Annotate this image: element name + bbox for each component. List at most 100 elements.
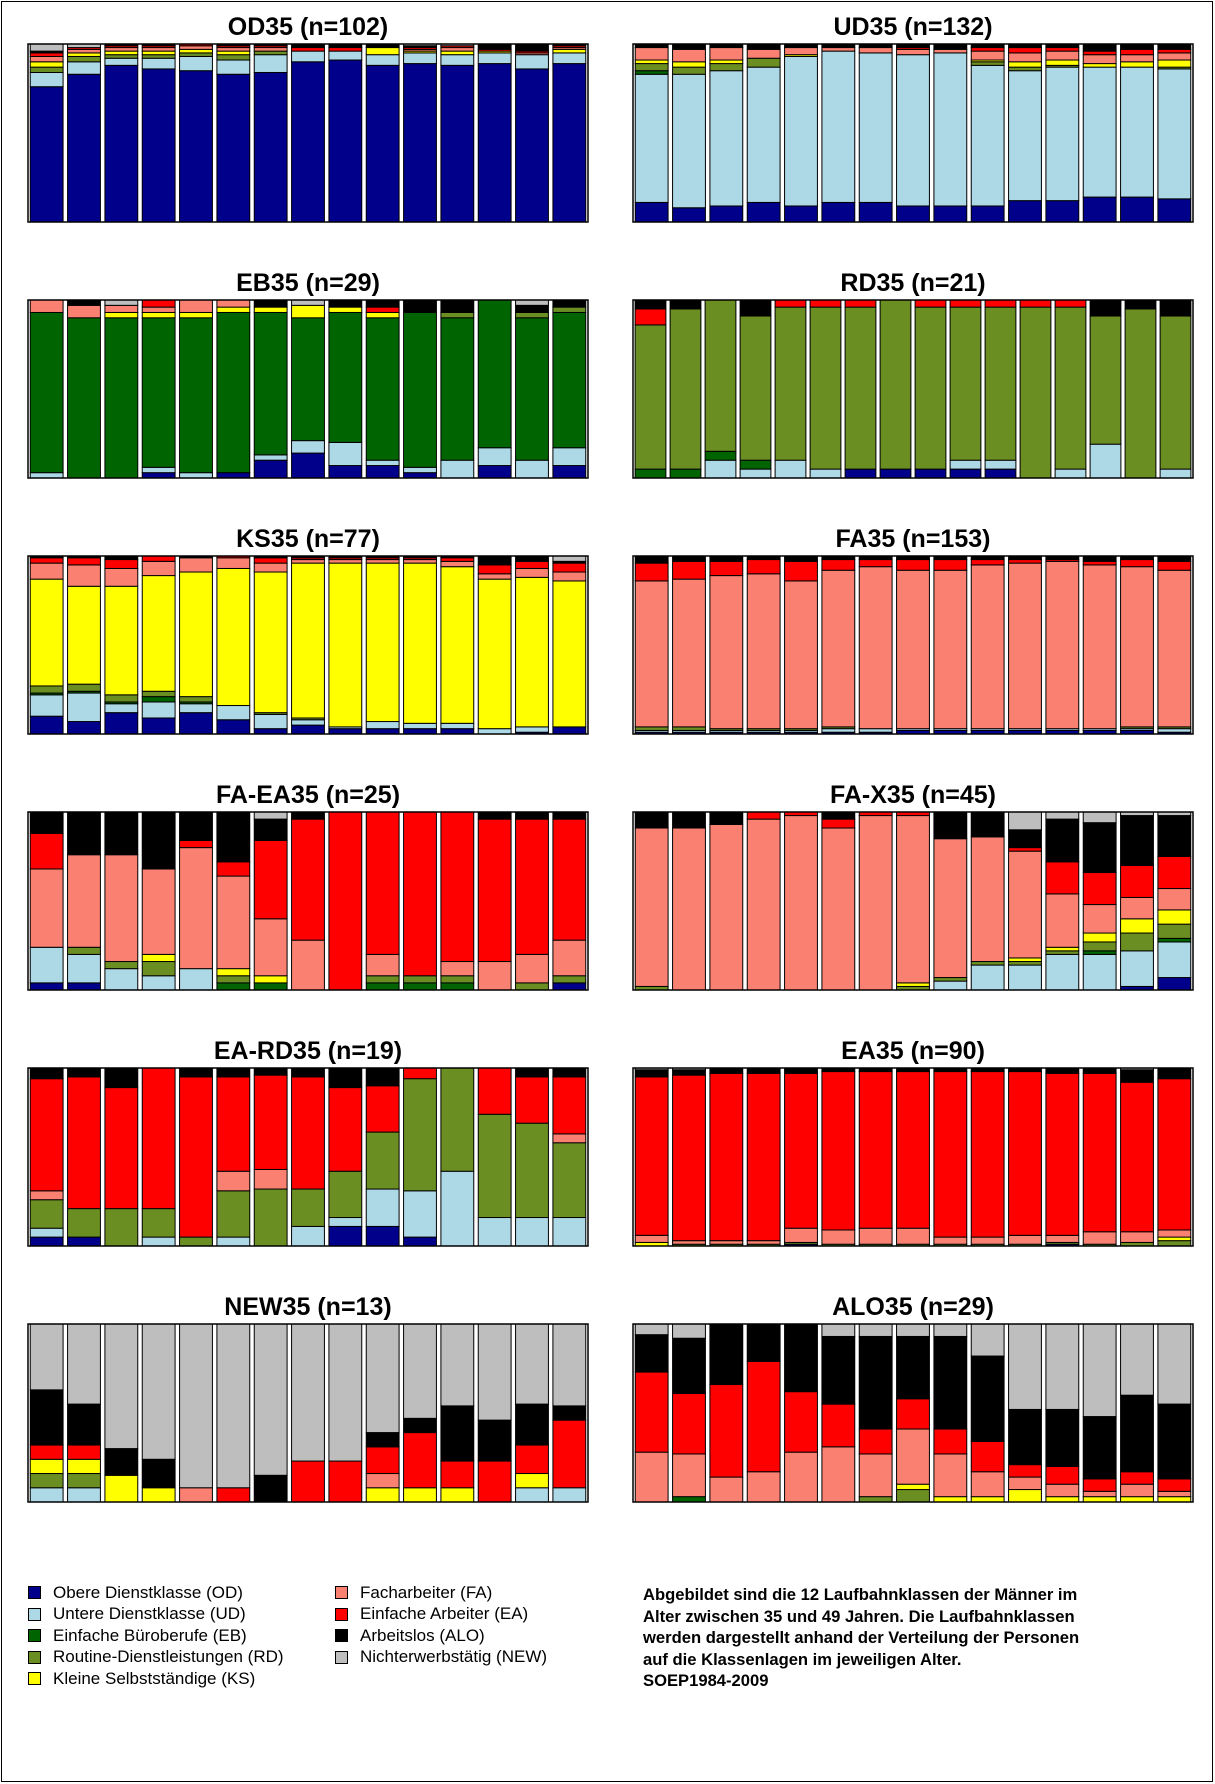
plot-frame (632, 1323, 1194, 1503)
bar-segment-ud (784, 55, 818, 207)
bar-segment-ea (291, 1460, 325, 1503)
bar-segment-ea (634, 1076, 669, 1236)
bar-segment-ea (291, 818, 325, 941)
bar-segment-ud (821, 50, 856, 203)
plot-frame (27, 1323, 589, 1503)
bar-segment-ud (403, 722, 437, 730)
bar-segment-od (141, 472, 176, 479)
bar-segment-ud (216, 705, 251, 721)
bar-segment-ud (933, 980, 968, 991)
bar-segment-new (933, 1323, 968, 1337)
bar-segment-new (403, 1323, 437, 1419)
bar-segment-ea (933, 1071, 968, 1238)
bar-segment-alo (365, 1432, 400, 1448)
bar-segment-ea (858, 1071, 893, 1229)
bar-segment-ks (634, 59, 669, 65)
bar-segment-ea (141, 555, 176, 562)
bar-segment-ud (328, 50, 363, 61)
bar-segment-new (672, 1323, 706, 1339)
bar-segment-eb (291, 317, 325, 442)
bar-segment-alo (672, 1069, 706, 1076)
bar-segment-alo (515, 555, 549, 562)
bar-segment-ud (179, 703, 213, 714)
bar-segment-alo (365, 1067, 400, 1087)
bar-segment-alo (746, 1323, 781, 1362)
bar-segment-eb (253, 311, 288, 456)
bar-segment-fa (104, 47, 139, 52)
plot-frame (632, 1067, 1194, 1247)
bar-segment-alo (970, 811, 1005, 838)
legend-swatch (28, 1607, 41, 1621)
bar-segment-rd (365, 975, 400, 984)
bar-segment-alo (634, 1334, 669, 1373)
bar-segment-rd (141, 961, 176, 977)
bar-segment-ud (552, 1487, 587, 1503)
bar-segment-ea (216, 1076, 251, 1172)
bar-segment-ea (672, 560, 706, 580)
bar-segment-alo (216, 811, 251, 863)
bar-segment-ud (440, 1170, 475, 1247)
bar-segment-od (403, 63, 437, 223)
bar-segment-ks (1045, 59, 1080, 66)
bar-segment-fa (858, 1227, 893, 1245)
bar-segment-od (440, 64, 475, 223)
bar-segment-rd (1054, 306, 1087, 470)
bar-segment-ks (1045, 1496, 1080, 1503)
bar-segment-rd (216, 975, 251, 984)
bar-segment-alo (67, 299, 101, 306)
bar-segment-alo (179, 1067, 213, 1078)
bar-segment-ud (809, 468, 842, 479)
bar-segment-rd (1019, 306, 1052, 479)
legend-item-eb: Einfache Büroberufe (EB) (28, 1625, 284, 1647)
bar-segment-ea (746, 559, 781, 575)
bar-segment-ud (515, 459, 549, 479)
chart-title: RD35 (n=21) (840, 269, 985, 297)
bar-segment-ks (67, 585, 101, 685)
bar-segment-alo (515, 1067, 549, 1078)
legend-label: Routine-Dienstleistungen (RD) (53, 1647, 284, 1667)
bar-segment-ea (896, 559, 930, 571)
bar-segment-fa (933, 569, 968, 730)
bar-segment-new (552, 555, 587, 562)
legend-item-ud: Untere Dienstklasse (UD) (28, 1604, 284, 1626)
bar-segment-rd (1159, 315, 1192, 470)
bar-segment-eb (179, 317, 213, 474)
bar-segment-od (746, 201, 781, 223)
bar-segment-ea (844, 299, 877, 308)
bar-segment-rd (746, 57, 781, 68)
chart-title: EA35 (n=90) (841, 1037, 985, 1065)
bar-segment-fa (1008, 562, 1042, 730)
bar-segment-new (440, 1323, 475, 1407)
chart-panel: ALO35 (n=29) (632, 1293, 1194, 1503)
bar-segment-fa (784, 580, 818, 730)
bar-segment-new (1008, 1323, 1042, 1410)
bar-segment-rd (552, 975, 587, 984)
bar-segment-od (179, 70, 213, 223)
bar-segment-ea (67, 1076, 101, 1210)
bar-segment-ks (29, 1458, 64, 1475)
bar-segment-od (858, 201, 893, 223)
bar-segment-fa (709, 1240, 744, 1245)
chart-panel: EA-RD35 (n=19) (27, 1037, 589, 1247)
legend-swatch (28, 1672, 41, 1686)
bar-segment-fa (784, 1451, 818, 1503)
bar-segment-ea (1045, 1465, 1080, 1485)
bar-segment-ea (672, 1392, 706, 1455)
bar-segment-ud (704, 459, 737, 479)
bar-segment-ks (141, 50, 176, 56)
bar-segment-fa (858, 47, 893, 54)
bar-segment-eb (704, 450, 737, 461)
bar-segment-fa (821, 1446, 856, 1503)
bar-segment-alo (709, 555, 744, 562)
chart-panel: KS35 (n=77) (27, 525, 589, 735)
bar-segment-fa (67, 564, 101, 587)
bar-segment-new (1008, 811, 1042, 831)
bar-segment-ud (179, 968, 213, 991)
bar-segment-ud (634, 73, 669, 203)
bar-segment-rd (253, 50, 288, 56)
bar-segment-fa (29, 562, 64, 580)
legend-label: Kleine Selbstständige (KS) (53, 1668, 256, 1688)
bar-segment-rd (1089, 315, 1122, 445)
note-line: werden dargestellt anhand der Verteilung… (643, 1628, 1080, 1647)
bar-segment-ea (821, 559, 856, 571)
